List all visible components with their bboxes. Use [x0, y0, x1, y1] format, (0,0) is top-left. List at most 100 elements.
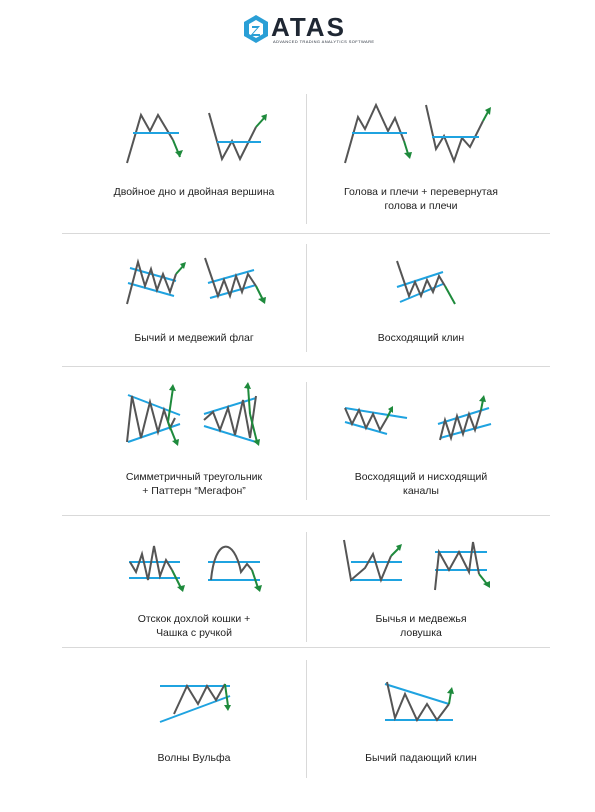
pattern-bull-bear-trap: Бычья и медвежья ловушка — [307, 532, 535, 642]
arrow-head-icon — [253, 439, 260, 446]
head-shoulders-diagram — [344, 102, 491, 164]
caption-double-bottom-top: Двойное дно и двойная вершина — [113, 186, 275, 198]
column-divider-1 — [306, 94, 307, 224]
price-line — [126, 258, 177, 305]
arrow-head-icon — [169, 384, 176, 391]
wolfe-waves-diagram — [159, 683, 231, 723]
arrow-head-icon — [447, 687, 454, 694]
column-divider-4 — [306, 532, 307, 642]
breakout-arrow — [171, 569, 182, 589]
arrow-head-icon — [177, 585, 185, 592]
price-line — [203, 395, 257, 439]
caption-rising-wedge: Восходящий клин — [377, 332, 465, 344]
arrow-head-icon — [479, 395, 486, 402]
caption-wolfe-waves: Волны Вульфа — [157, 752, 231, 764]
arrow-head-icon — [244, 382, 251, 389]
hexagon-logo-icon — [244, 15, 268, 43]
price-line — [208, 112, 257, 162]
pattern-wolfe-waves: Волны Вульфа — [80, 660, 308, 780]
row-divider-3 — [62, 515, 550, 516]
pattern-rising-wedge: Восходящий клин — [307, 244, 535, 354]
level-line — [127, 394, 181, 416]
price-line — [129, 545, 173, 581]
pattern-double-bottom-top: Двойное дно и двойная вершина — [80, 95, 308, 225]
price-line — [425, 104, 484, 164]
breakout-arrow — [390, 547, 400, 557]
brand-tagline: ADVANCED TRADING ANALYTICS SOFTWARE — [273, 39, 375, 44]
arrow-head-icon — [224, 705, 231, 711]
arrow-head-icon — [485, 107, 491, 115]
atas-logo: ATAS ADVANCED TRADING ANALYTICS SOFTWARE — [243, 12, 374, 48]
breakout-arrow — [251, 569, 259, 589]
brand-name: ATAS — [271, 12, 346, 42]
falling-wedge-diagram — [384, 681, 454, 723]
column-divider-5 — [306, 660, 307, 778]
breakout-arrow — [167, 421, 177, 443]
pattern-falling-wedge: Бычий падающий клин — [307, 660, 535, 780]
column-divider-2 — [306, 244, 307, 352]
arrow-head-icon — [180, 262, 186, 269]
breakout-arrow — [478, 573, 488, 585]
level-line — [384, 683, 450, 705]
breakout-arrow — [249, 413, 258, 443]
level-line — [159, 695, 231, 723]
column-divider-3 — [306, 382, 307, 500]
price-line — [173, 683, 226, 715]
breakout-arrow — [386, 409, 392, 419]
pattern-head-shoulders: Голова и плечи + перевернутая голова и п… — [307, 95, 535, 225]
level-line — [207, 269, 255, 284]
breakout-arrow — [480, 399, 484, 411]
double-bottom-top-diagram — [126, 112, 267, 164]
rising-wedge-diagram — [396, 260, 456, 305]
arrow-head-icon — [388, 406, 393, 413]
arrow-head-icon — [396, 544, 402, 551]
breakout-arrow — [247, 385, 251, 415]
level-line — [203, 425, 257, 443]
row-divider-4 — [62, 647, 550, 648]
row-divider-2 — [62, 366, 550, 367]
channels-diagram — [344, 395, 492, 442]
bull-bear-trap-diagram — [343, 539, 490, 591]
pattern-triangle-megaphone: Симметричный треугольник + Паттерн “Мега… — [80, 380, 308, 500]
arrow-head-icon — [261, 114, 267, 121]
arrow-head-icon — [483, 581, 490, 588]
price-line — [344, 407, 388, 433]
bull-bear-flag-diagram — [126, 257, 266, 305]
caption-triangle-megaphone: Симметричный треугольник + Паттерн “Мега… — [125, 471, 263, 497]
breakout-arrow — [255, 285, 264, 301]
triangle-megaphone-diagram — [126, 382, 260, 446]
caption-head-shoulders: Голова и плечи + перевернутая голова и п… — [344, 186, 498, 212]
level-line — [127, 282, 175, 297]
price-line — [344, 102, 405, 164]
arrow-head-icon — [254, 585, 262, 592]
caption-bull-bear-flag: Бычий и медвежий флаг — [134, 332, 254, 344]
dead-cat-cup-diagram — [129, 545, 262, 592]
caption-dead-cat-cup: Отскок дохлой кошки + Чашка с ручкой — [137, 613, 251, 639]
pattern-bull-bear-flag: Бычий и медвежий флаг — [80, 244, 308, 354]
price-line — [439, 409, 482, 442]
price-line — [386, 681, 450, 723]
arrow-head-icon — [172, 439, 179, 446]
pattern-dead-cat-cup: Отскок дохлой кошки + Чашка с ручкой — [80, 532, 308, 642]
caption-bull-bear-trap: Бычья и медвежья ловушка — [375, 613, 467, 639]
breakout-arrow — [448, 691, 452, 705]
breakout-arrow — [167, 387, 174, 423]
level-line — [344, 407, 408, 419]
arrow-head-icon — [404, 152, 412, 159]
level-line — [439, 423, 492, 439]
price-line — [434, 541, 480, 591]
price-line — [126, 112, 174, 164]
breakout-arrow — [224, 683, 229, 707]
price-line — [210, 545, 253, 581]
arrow-head-icon — [258, 297, 266, 304]
price-line — [343, 539, 392, 583]
caption-channels: Восходящий и нисходящий каналы — [354, 471, 488, 497]
row-divider-1 — [62, 233, 550, 234]
breakout-arrow — [255, 116, 266, 128]
pattern-channels: Восходящий и нисходящий каналы — [307, 380, 535, 500]
price-line — [396, 260, 446, 299]
price-line — [204, 257, 257, 300]
breakout-arrow — [444, 285, 456, 305]
arrow-head-icon — [175, 150, 183, 157]
caption-falling-wedge: Бычий падающий клин — [365, 752, 477, 764]
